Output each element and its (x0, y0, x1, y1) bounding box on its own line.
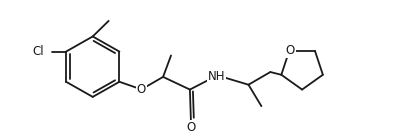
Text: NH: NH (208, 70, 226, 83)
Text: O: O (186, 121, 195, 134)
Text: Cl: Cl (33, 45, 44, 58)
Text: O: O (137, 83, 146, 96)
Text: O: O (286, 44, 295, 57)
